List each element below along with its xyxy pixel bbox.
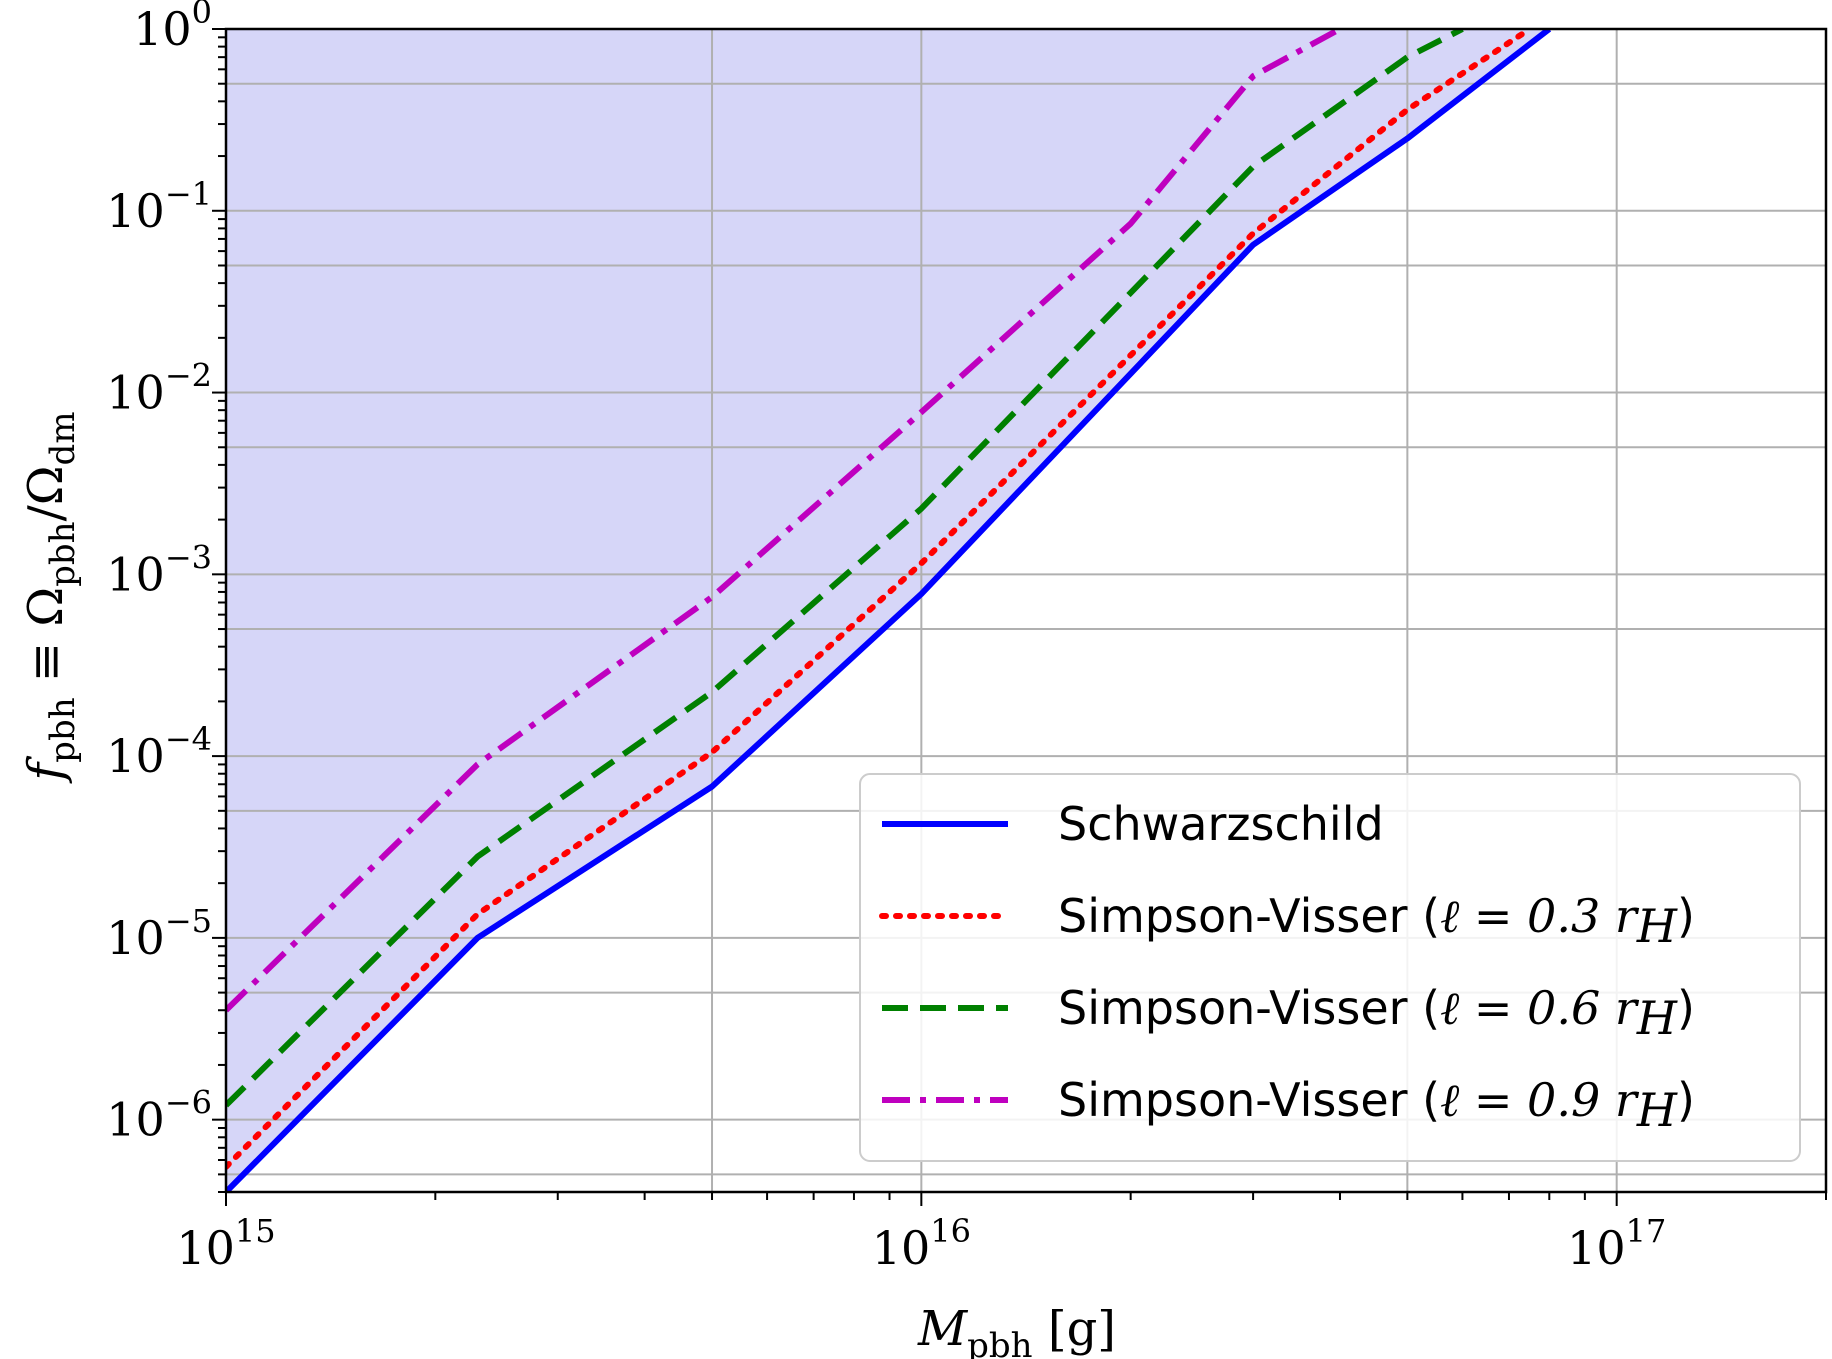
y-tick-label: 100	[133, 0, 212, 56]
series-line-1	[226, 29, 1533, 1170]
x-axis-label: Mpbh [g]	[917, 1301, 1116, 1359]
y-tick-label: 10−1	[106, 175, 212, 238]
legend-label-1: Simpson-Visser (ℓ = 0.3 rH)	[1058, 889, 1695, 953]
plot-border	[224, 27, 1828, 1194]
series-line-0	[226, 29, 1552, 1192]
series-line-2	[226, 29, 1464, 1108]
region-fills	[226, 29, 1550, 1192]
tick-labels: 1015 1016 1017 100 10−1 10−2 10−3 10−4 10−5 10−6	[106, 0, 1666, 1275]
y-tick-label: 10−4	[106, 720, 212, 783]
series-lines	[226, 29, 1552, 1192]
legend-box	[859, 773, 1801, 1162]
series-line-3	[226, 29, 1342, 1013]
legend-label-2: Simpson-Visser (ℓ = 0.6 rH)	[1058, 981, 1695, 1045]
legend: Schwarzschild Simpson-Visser (ℓ = 0.3 rH)…	[859, 773, 1801, 1162]
y-tick-label: 10−6	[106, 1084, 212, 1147]
legend-label-0: Schwarzschild	[1058, 797, 1384, 851]
fill-region-0	[226, 29, 1550, 1192]
y-tick-label: 10−3	[106, 538, 212, 601]
axis-ticks	[212, 28, 1827, 1206]
x-tick-label: 1016	[872, 1212, 971, 1275]
x-tick-label: 1017	[1567, 1212, 1666, 1275]
plot-frame	[224, 27, 1828, 1194]
x-tick-label: 1015	[176, 1212, 275, 1275]
legend-label-3: Simpson-Visser (ℓ = 0.9 rH)	[1058, 1073, 1695, 1137]
y-tick-label: 10−2	[106, 357, 212, 420]
y-axis-label: fpbh ≡ Ωpbh/Ωdm	[18, 411, 83, 783]
y-tick-label: 10−5	[106, 902, 212, 965]
